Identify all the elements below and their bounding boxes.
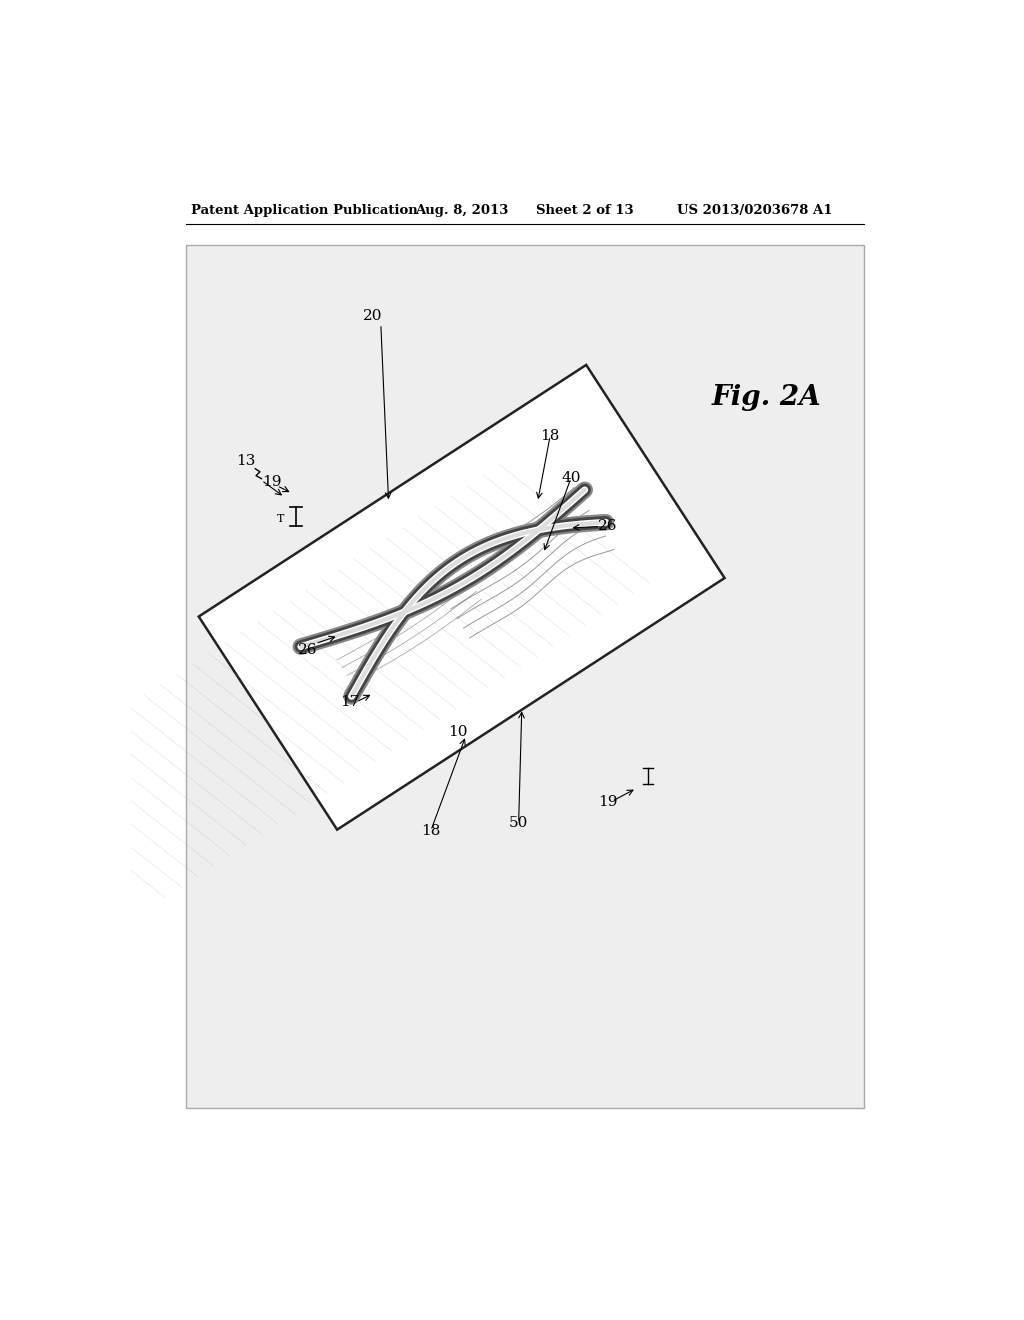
Text: 17: 17 xyxy=(340,696,359,709)
Polygon shape xyxy=(209,376,714,818)
Text: 26: 26 xyxy=(298,643,317,656)
Text: 19: 19 xyxy=(262,475,282,488)
Text: 18: 18 xyxy=(421,824,440,838)
Text: T: T xyxy=(278,513,285,524)
Polygon shape xyxy=(230,396,692,799)
Text: 20: 20 xyxy=(364,309,383,323)
Polygon shape xyxy=(257,421,667,774)
Text: 13: 13 xyxy=(237,454,256,469)
Text: 26: 26 xyxy=(598,520,617,533)
FancyBboxPatch shape xyxy=(186,246,863,1107)
Text: 40: 40 xyxy=(561,471,581,484)
Text: Aug. 8, 2013: Aug. 8, 2013 xyxy=(416,205,509,218)
Polygon shape xyxy=(199,364,725,830)
Polygon shape xyxy=(219,384,705,810)
Text: 50: 50 xyxy=(509,816,528,830)
Text: 10: 10 xyxy=(449,725,468,739)
Text: US 2013/0203678 A1: US 2013/0203678 A1 xyxy=(677,205,833,218)
Text: 19: 19 xyxy=(598,795,617,809)
Text: Sheet 2 of 13: Sheet 2 of 13 xyxy=(537,205,634,218)
Text: 18: 18 xyxy=(541,429,560,442)
Text: Patent Application Publication: Patent Application Publication xyxy=(190,205,418,218)
Text: Fig. 2A: Fig. 2A xyxy=(712,384,821,411)
